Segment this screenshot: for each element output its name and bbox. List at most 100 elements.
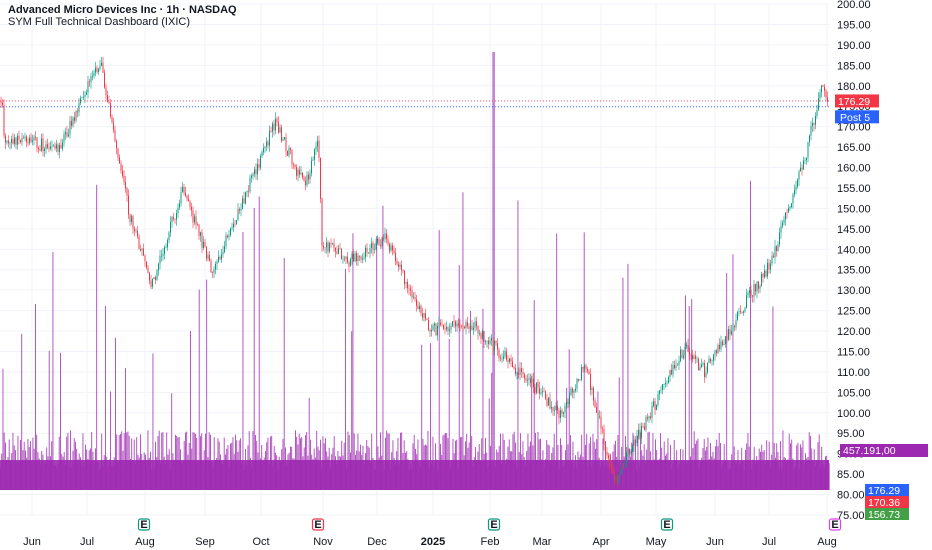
candle-body — [797, 179, 798, 187]
volume-bar — [136, 437, 138, 490]
volume-bar — [363, 464, 365, 490]
volume-bar — [318, 450, 320, 490]
candle — [449, 323, 450, 337]
x-axis[interactable]: Jun Jul Aug Sep Oct Nov Dec 2025 Feb Mar Apr May Jun… — [23, 536, 837, 548]
candle-body — [527, 379, 528, 381]
candle-body — [183, 186, 185, 193]
volume-bar — [493, 52, 495, 490]
volume-bar — [768, 441, 770, 490]
candle — [149, 271, 150, 285]
x-tick-label: Nov — [313, 536, 333, 548]
candle-body — [116, 141, 117, 149]
volume-bar — [11, 453, 13, 490]
volume-bar — [565, 450, 566, 490]
volume-bar — [212, 468, 214, 490]
candle — [702, 361, 704, 367]
volume-bar — [358, 451, 360, 490]
volume-bar — [435, 443, 436, 490]
volume-bar — [518, 452, 520, 490]
volume-bar — [398, 464, 400, 490]
volume-bar — [816, 460, 818, 490]
volume-bar — [333, 436, 335, 490]
volume-bar — [475, 447, 476, 490]
candle-body — [483, 331, 485, 342]
candle — [789, 205, 791, 211]
candle-body — [492, 338, 494, 350]
candle-body — [588, 371, 590, 374]
candle — [636, 429, 638, 447]
earnings-marker-label: E — [140, 519, 147, 531]
candle-body — [86, 91, 87, 95]
candle-body — [699, 367, 701, 371]
candle — [539, 381, 540, 400]
candle — [804, 157, 806, 164]
candle-body — [398, 264, 399, 267]
candle — [773, 252, 774, 258]
volume-bar — [693, 431, 695, 490]
candle — [119, 154, 120, 164]
candle — [440, 319, 441, 327]
volume-bar — [277, 469, 279, 490]
volume-bar — [226, 448, 228, 490]
candle — [372, 240, 374, 257]
candle-body — [351, 253, 353, 259]
volume-bar — [566, 387, 568, 490]
candle-body — [429, 330, 431, 332]
candle — [696, 355, 698, 363]
candle — [116, 139, 117, 155]
candle-body — [87, 81, 89, 92]
candle — [590, 368, 591, 396]
candle-body — [219, 256, 221, 260]
candle-body — [692, 355, 693, 360]
candle — [125, 175, 126, 193]
candle-body — [189, 201, 191, 207]
candle — [777, 241, 779, 252]
volume-bar — [503, 439, 505, 490]
post-label: Post — [837, 110, 864, 124]
candle-body — [197, 224, 198, 225]
candle-body — [542, 391, 543, 393]
candle — [306, 171, 308, 188]
candle — [416, 295, 417, 312]
volume-bar — [390, 469, 391, 490]
candle — [575, 384, 576, 393]
volume-bar — [175, 434, 176, 490]
candle-body — [240, 209, 242, 211]
candle-body — [245, 192, 246, 204]
candle — [12, 133, 14, 145]
indicator-title: SYM Full Technical Dashboard (IXIC) — [8, 16, 190, 28]
candle-body — [782, 223, 783, 227]
candle — [528, 373, 530, 386]
candle-body — [647, 417, 648, 419]
volume-bar — [758, 448, 760, 490]
candle-body — [230, 228, 231, 236]
candle-body — [329, 242, 330, 252]
volume-bar — [470, 310, 471, 490]
candle-body — [44, 148, 45, 151]
candle-body — [824, 86, 825, 91]
volume-bar — [655, 439, 656, 490]
candle — [402, 269, 404, 274]
candle-body — [660, 389, 662, 391]
y-axis[interactable]: 200.00195.00190.00185.00180.00175.00170.… — [837, 0, 871, 522]
volume-bar — [553, 433, 555, 490]
volume-bar — [241, 464, 243, 490]
candle — [180, 186, 182, 207]
volume-bar — [196, 437, 198, 490]
candle — [720, 335, 722, 353]
candle — [176, 209, 177, 226]
candle — [743, 310, 744, 316]
volume-bar — [272, 466, 274, 490]
volume-bar — [148, 458, 150, 490]
volume-bar — [416, 454, 418, 490]
volume-bar — [778, 467, 780, 490]
volume-bar — [411, 468, 413, 490]
volume-bar — [410, 463, 411, 490]
candle-body — [140, 249, 141, 251]
volume-bar — [418, 463, 420, 490]
volume-bar — [341, 440, 343, 490]
volume-bar — [573, 467, 575, 490]
volume-bar — [368, 447, 370, 490]
